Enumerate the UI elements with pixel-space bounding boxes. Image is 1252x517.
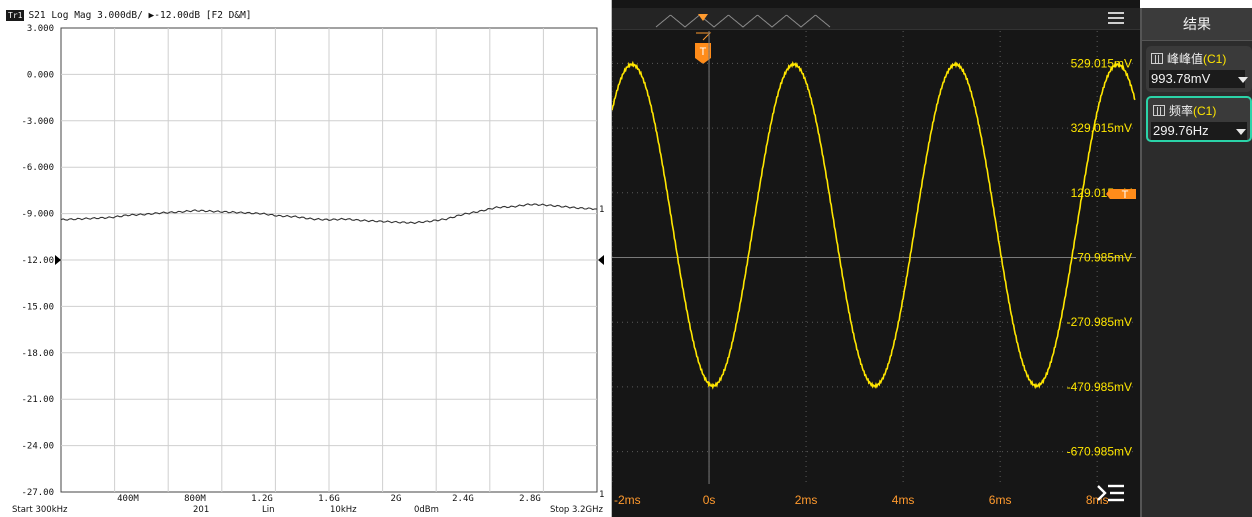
- trace-settings-text: S21 Log Mag 3.000dB/ ▶-12.00dB [F2 D&M]: [28, 10, 252, 21]
- waveform-overview-bar[interactable]: [612, 8, 1140, 30]
- scope-grid: [612, 31, 1136, 484]
- x-tick-label: 2.4G: [452, 494, 474, 504]
- vna-trace-header[interactable]: Tr1 S21 Log Mag 3.000dB/ ▶-12.00dB [F2 D&…: [6, 10, 252, 22]
- measurement-label: 峰峰值: [1167, 52, 1204, 66]
- y-tick-label: -6.000: [21, 163, 54, 173]
- trace-badge[interactable]: Tr1: [6, 10, 25, 21]
- sweep-type[interactable]: Lin: [262, 505, 275, 515]
- x-tick-label: 1.2G: [251, 494, 273, 504]
- source-power[interactable]: 0dBm: [414, 505, 439, 515]
- x-tick-label: 800M: [184, 494, 206, 504]
- reference-level-marker-left: [55, 255, 61, 265]
- trigger-level-label: T: [1122, 189, 1129, 201]
- time-label: -2ms: [614, 493, 641, 507]
- measurement-channel: (C1): [1193, 104, 1217, 118]
- voltage-label: -670.985mV: [1067, 445, 1132, 459]
- channel-1-waveform: [612, 60, 1136, 390]
- s21-trace: [60, 203, 598, 225]
- y-tick-label: 3.000: [27, 24, 54, 34]
- measurement-channel: (C1): [1203, 52, 1227, 66]
- stop-frequency[interactable]: Stop 3.2GHz: [550, 505, 603, 515]
- measurement-value: 993.78mV: [1149, 70, 1245, 88]
- voltage-label: 329.015mV: [1071, 121, 1132, 135]
- x-tick-label: 1.6G: [318, 494, 340, 504]
- trigger-level-marker: T: [1106, 189, 1136, 201]
- y-tick-label: -24.00: [21, 442, 54, 452]
- voltage-label: -70.985mV: [1073, 251, 1132, 265]
- y-tick-label: 0.000: [27, 70, 54, 80]
- trace-end-bottom-label: 1: [599, 490, 604, 500]
- time-label: 2ms: [795, 493, 818, 507]
- scope-waveform-area[interactable]: T 529.015mV329.015mV129.015mV-70.985mV-2…: [612, 0, 1140, 517]
- measurement-label: 频率: [1169, 104, 1194, 118]
- x-tick-label: 2.8G: [519, 494, 541, 504]
- vna-footer: Start 300kHz 201 Lin 10kHz 0dBm Stop 3.2…: [0, 505, 612, 517]
- vna-panel: Tr1 S21 Log Mag 3.000dB/ ▶-12.00dB [F2 D&…: [0, 0, 612, 517]
- y-tick-label: -3.000: [21, 117, 54, 127]
- measurement-icon: [1151, 53, 1163, 64]
- time-label: 6ms: [989, 493, 1012, 507]
- time-label: 4ms: [892, 493, 915, 507]
- voltage-scale-labels: 529.015mV329.015mV129.015mV-70.985mV-270…: [1067, 56, 1132, 458]
- if-bandwidth[interactable]: 10kHz: [330, 505, 357, 515]
- y-tick-label: -9.000: [21, 210, 54, 220]
- reference-level-marker-right: [598, 255, 604, 265]
- voltage-label: 529.015mV: [1071, 56, 1132, 70]
- vna-y-tick-labels: 3.000 0.000 -3.000 -6.000 -9.000 -12.00 -15.00…: [21, 24, 54, 498]
- vna-plot[interactable]: 3.000 0.000 -3.000 -6.000 -9.000 -12.00 -15.00…: [0, 0, 612, 517]
- voltage-label: -270.985mV: [1067, 315, 1132, 329]
- y-tick-label: -12.00: [21, 256, 54, 266]
- x-tick-label: 2G: [391, 494, 402, 504]
- y-tick-label: -21.00: [21, 395, 54, 405]
- measurement-frequency[interactable]: 频率(C1) 299.76Hz: [1146, 96, 1252, 142]
- vna-x-tick-labels: 400M 800M 1.2G 1.6G 2G 2.4G 2.8G: [117, 494, 541, 504]
- x-tick-label: 400M: [117, 494, 139, 504]
- chevron-down-icon[interactable]: [1238, 77, 1248, 83]
- trigger-badge-label: T: [700, 46, 707, 58]
- chevron-down-icon[interactable]: [1236, 129, 1246, 135]
- menu-icon[interactable]: [1108, 12, 1124, 26]
- trigger-position-outline: [696, 32, 712, 41]
- trigger-position-marker: [698, 14, 708, 21]
- results-title: 结果: [1142, 8, 1252, 41]
- trigger-badge: T: [695, 43, 711, 64]
- measurement-peak-to-peak[interactable]: 峰峰值(C1) 993.78mV: [1146, 46, 1252, 92]
- sweep-points[interactable]: 201: [193, 505, 210, 515]
- overview-trace: [655, 14, 831, 28]
- results-sidebar: 结果 峰峰值(C1) 993.78mV 频率(C1) 299.76Hz: [1140, 8, 1252, 517]
- time-label: 0s: [703, 493, 716, 507]
- y-tick-label: -18.00: [21, 349, 54, 359]
- y-tick-label: -27.00: [21, 488, 54, 498]
- start-frequency[interactable]: Start 300kHz: [12, 505, 68, 515]
- measurement-icon: [1153, 105, 1165, 116]
- measurement-value: 299.76Hz: [1151, 122, 1247, 140]
- voltage-label: -470.985mV: [1067, 380, 1132, 394]
- trace-end-marker-label: 1: [599, 205, 604, 215]
- collapse-list-icon[interactable]: [1096, 481, 1126, 505]
- oscilloscope-panel: T 529.015mV 329.015mV 129.015mV -70.985mV -2…: [612, 0, 1140, 517]
- overview-waveform: [655, 14, 831, 28]
- y-tick-label: -15.00: [21, 302, 54, 312]
- time-scale-labels: -2ms 0s 2ms 4ms 6ms 8ms: [614, 493, 1109, 507]
- vna-grid: [60, 27, 598, 493]
